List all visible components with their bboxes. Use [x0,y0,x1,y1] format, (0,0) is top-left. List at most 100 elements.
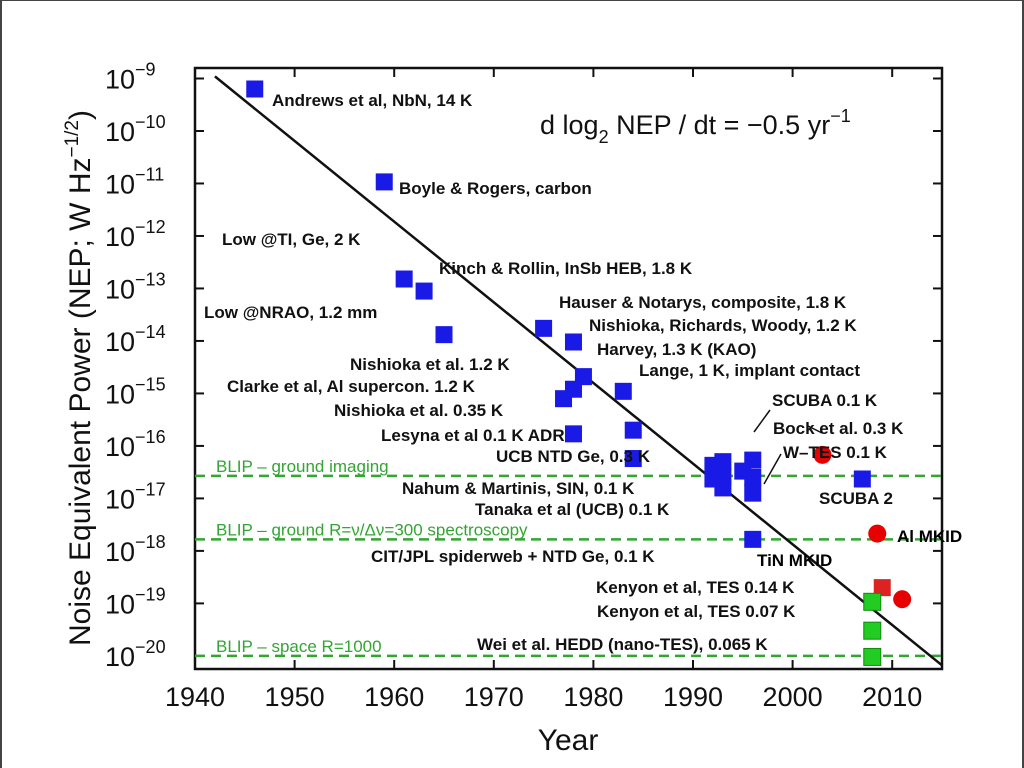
x-tick-label: 1980 [563,682,623,712]
label-lange: Lange, 1 K, implant contact [639,361,860,380]
y-tick-exponent: −12 [135,217,166,237]
leader-bock [807,425,823,434]
label-hauser: Hauser & Notarys, composite, 1.8 K [559,293,847,312]
data-point-square [435,326,453,344]
blip-label: BLIP – ground R=ν/Δν=300 spectroscopy [216,520,528,539]
annotation-sup: −1 [830,106,851,126]
data-point-square [863,621,882,640]
x-tick-label: 1950 [265,682,325,712]
data-point-square [744,530,762,548]
data-point-square [375,173,393,191]
y-tick-label: 10−14 [105,322,166,357]
label-low-ti: Low @TI, Ge, 2 K [222,230,361,249]
y-tick-exponent: −19 [135,584,166,604]
y-axis-label-close: ) [64,110,97,120]
x-tick-label: 2000 [763,682,823,712]
label-low-nrao: Low @NRAO, 1.2 mm [204,303,377,322]
y-tick-base: 10 [105,274,135,304]
y-tick-exponent: −17 [135,479,166,499]
y-tick-label: 10−17 [105,479,166,514]
plot-frame [193,66,944,671]
label-scuba2: SCUBA 2 [819,489,893,508]
label-kenyon-014: Kenyon et al, TES 0.14 K [596,578,795,597]
label-nishioka-12: Nishioka et al. 1.2 K [350,355,510,374]
data-point-square [246,80,264,98]
y-tick-base: 10 [105,222,135,252]
y-tick-exponent: −9 [135,59,156,79]
y-axis-label-main: Noise Equivalent Power (NEP; W Hz [64,158,97,647]
y-tick-exponent: −18 [135,532,166,552]
data-point-square [744,484,762,502]
label-wei: Wei et al. HEDD (nano-TES), 0.065 K [477,635,768,654]
annotation-sub: 2 [599,127,609,147]
label-kenyon-007: Kenyon et al, TES 0.07 K [597,602,796,621]
label-tanaka: Tanaka et al (UCB) 0.1 K [475,500,670,519]
y-tick-exponent: −16 [135,427,166,447]
data-point-square [395,270,413,288]
label-scuba: SCUBA 0.1 K [772,391,878,410]
y-tick-label: 10−15 [105,374,166,409]
y-tick-label: 10−13 [105,269,166,304]
data-point-square [714,453,732,471]
slope-annotation: d log2 NEP / dt = −0.5 yr−1 [540,106,851,147]
y-tick-label: 10−12 [105,217,166,252]
y-tick-exponent: −11 [135,164,164,184]
y-tick-base: 10 [105,642,135,672]
y-tick-exponent: −20 [135,637,166,657]
y-tick-exponent: −10 [135,112,166,132]
data-point-square [873,579,891,597]
y-tick-base: 10 [105,589,135,619]
data-point-circle [893,590,912,609]
y-tick-label: 10−20 [105,637,166,672]
label-kinch: Kinch & Rollin, InSb HEB, 1.8 K [439,259,693,278]
y-tick-base: 10 [105,379,135,409]
data-point-square [564,425,582,443]
y-tick-exponent: −14 [135,322,166,342]
y-axis-label-exp: −1/2 [62,120,83,158]
y-tick-label: 10−9 [105,59,156,94]
label-w-tes: W–TES 0.1 K [783,443,888,462]
x-tick-label: 1990 [663,682,723,712]
data-point-square [564,333,582,351]
leader-lines [753,409,823,485]
blip-label: BLIP – ground imaging [216,457,389,476]
label-bock: Bock et al. 0.3 K [773,419,904,438]
y-tick-label: 10−11 [105,164,164,199]
blip-label: BLIP – space R=1000 [216,637,382,656]
label-andrews: Andrews et al, NbN, 14 K [272,91,473,110]
y-tick-base: 10 [105,327,135,357]
y-tick-base: 10 [105,484,135,514]
y-tick-base: 10 [105,432,135,462]
label-al-mkid: Al MKID [897,527,962,546]
data-point-square [614,382,632,400]
data-labels: Andrews et al, NbN, 14 K Boyle & Rogers,… [204,91,962,654]
label-ucb-ntd: UCB NTD Ge, 0.3 K [496,447,651,466]
data-point-square [714,479,732,497]
y-tick-label: 10−18 [105,532,166,567]
label-harvey: Harvey, 1.3 K (KAO) [597,340,756,359]
label-boyle: Boyle & Rogers, carbon [399,179,592,198]
label-nahum: Nahum & Martinis, SIN, 0.1 K [402,479,635,498]
label-nishioka-035: Nishioka et al. 0.35 K [334,401,504,420]
data-point-square [415,282,433,300]
data-point-circle [813,445,832,464]
leader-w-tes [763,453,782,485]
data-point-square [863,592,882,611]
data-point-square [624,450,642,468]
x-axis-label: Year [538,724,599,757]
label-tin-mkid: TiN MKID [757,551,832,570]
y-tick-exponent: −13 [135,269,166,289]
y-tick-exponent: −15 [135,374,166,394]
x-tick-label: 1970 [464,682,524,712]
label-cit-jpl: CIT/JPL spiderweb + NTD Ge, 0.1 K [371,547,655,566]
annotation-pre: d log [540,110,599,140]
x-tick-label: 1960 [364,682,424,712]
leader-scuba [753,409,771,433]
y-tick-base: 10 [105,169,135,199]
y-tick-base: 10 [105,537,135,567]
data-point-circle [868,524,887,543]
x-tick-label: 2010 [862,682,922,712]
data-point-square [555,390,573,408]
annotation-mid: NEP / dt = −0.5 yr [609,110,831,140]
